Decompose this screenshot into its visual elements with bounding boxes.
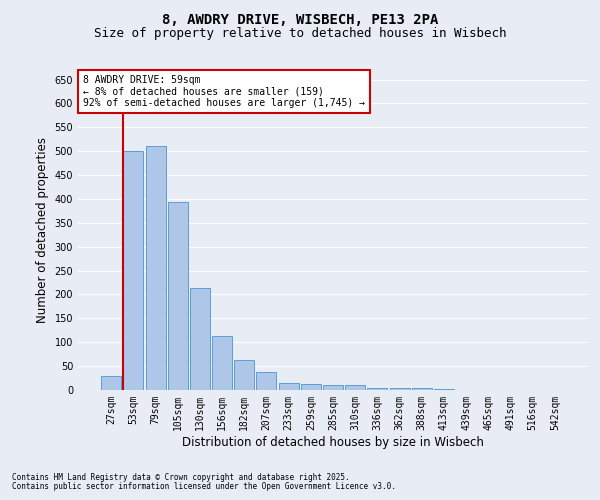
Bar (367, 388, 388, 390)
Text: Contains HM Land Registry data © Crown copyright and database right 2025.: Contains HM Land Registry data © Crown c… (12, 473, 350, 482)
Text: Contains public sector information licensed under the Open Government Licence v3: Contains public sector information licen… (12, 482, 396, 491)
Bar (234, 360, 254, 390)
Bar (323, 385, 343, 390)
Bar (389, 388, 410, 390)
Bar (168, 202, 188, 390)
Bar (190, 288, 210, 390)
Y-axis label: Number of detached properties: Number of detached properties (36, 137, 49, 323)
Bar (124, 151, 143, 390)
Bar (146, 146, 166, 390)
Bar (212, 336, 232, 390)
Bar (101, 376, 121, 390)
Bar (256, 372, 277, 390)
Text: 8, AWDRY DRIVE, WISBECH, PE13 2PA: 8, AWDRY DRIVE, WISBECH, PE13 2PA (162, 12, 438, 26)
Text: Size of property relative to detached houses in Wisbech: Size of property relative to detached ho… (94, 28, 506, 40)
Text: 8 AWDRY DRIVE: 59sqm
← 8% of detached houses are smaller (159)
92% of semi-detac: 8 AWDRY DRIVE: 59sqm ← 8% of detached ho… (83, 75, 365, 108)
X-axis label: Distribution of detached houses by size in Wisbech: Distribution of detached houses by size … (182, 436, 484, 448)
Bar (345, 385, 365, 390)
Bar (434, 389, 454, 390)
Bar (278, 383, 299, 390)
Bar (412, 388, 432, 390)
Bar (301, 384, 321, 390)
